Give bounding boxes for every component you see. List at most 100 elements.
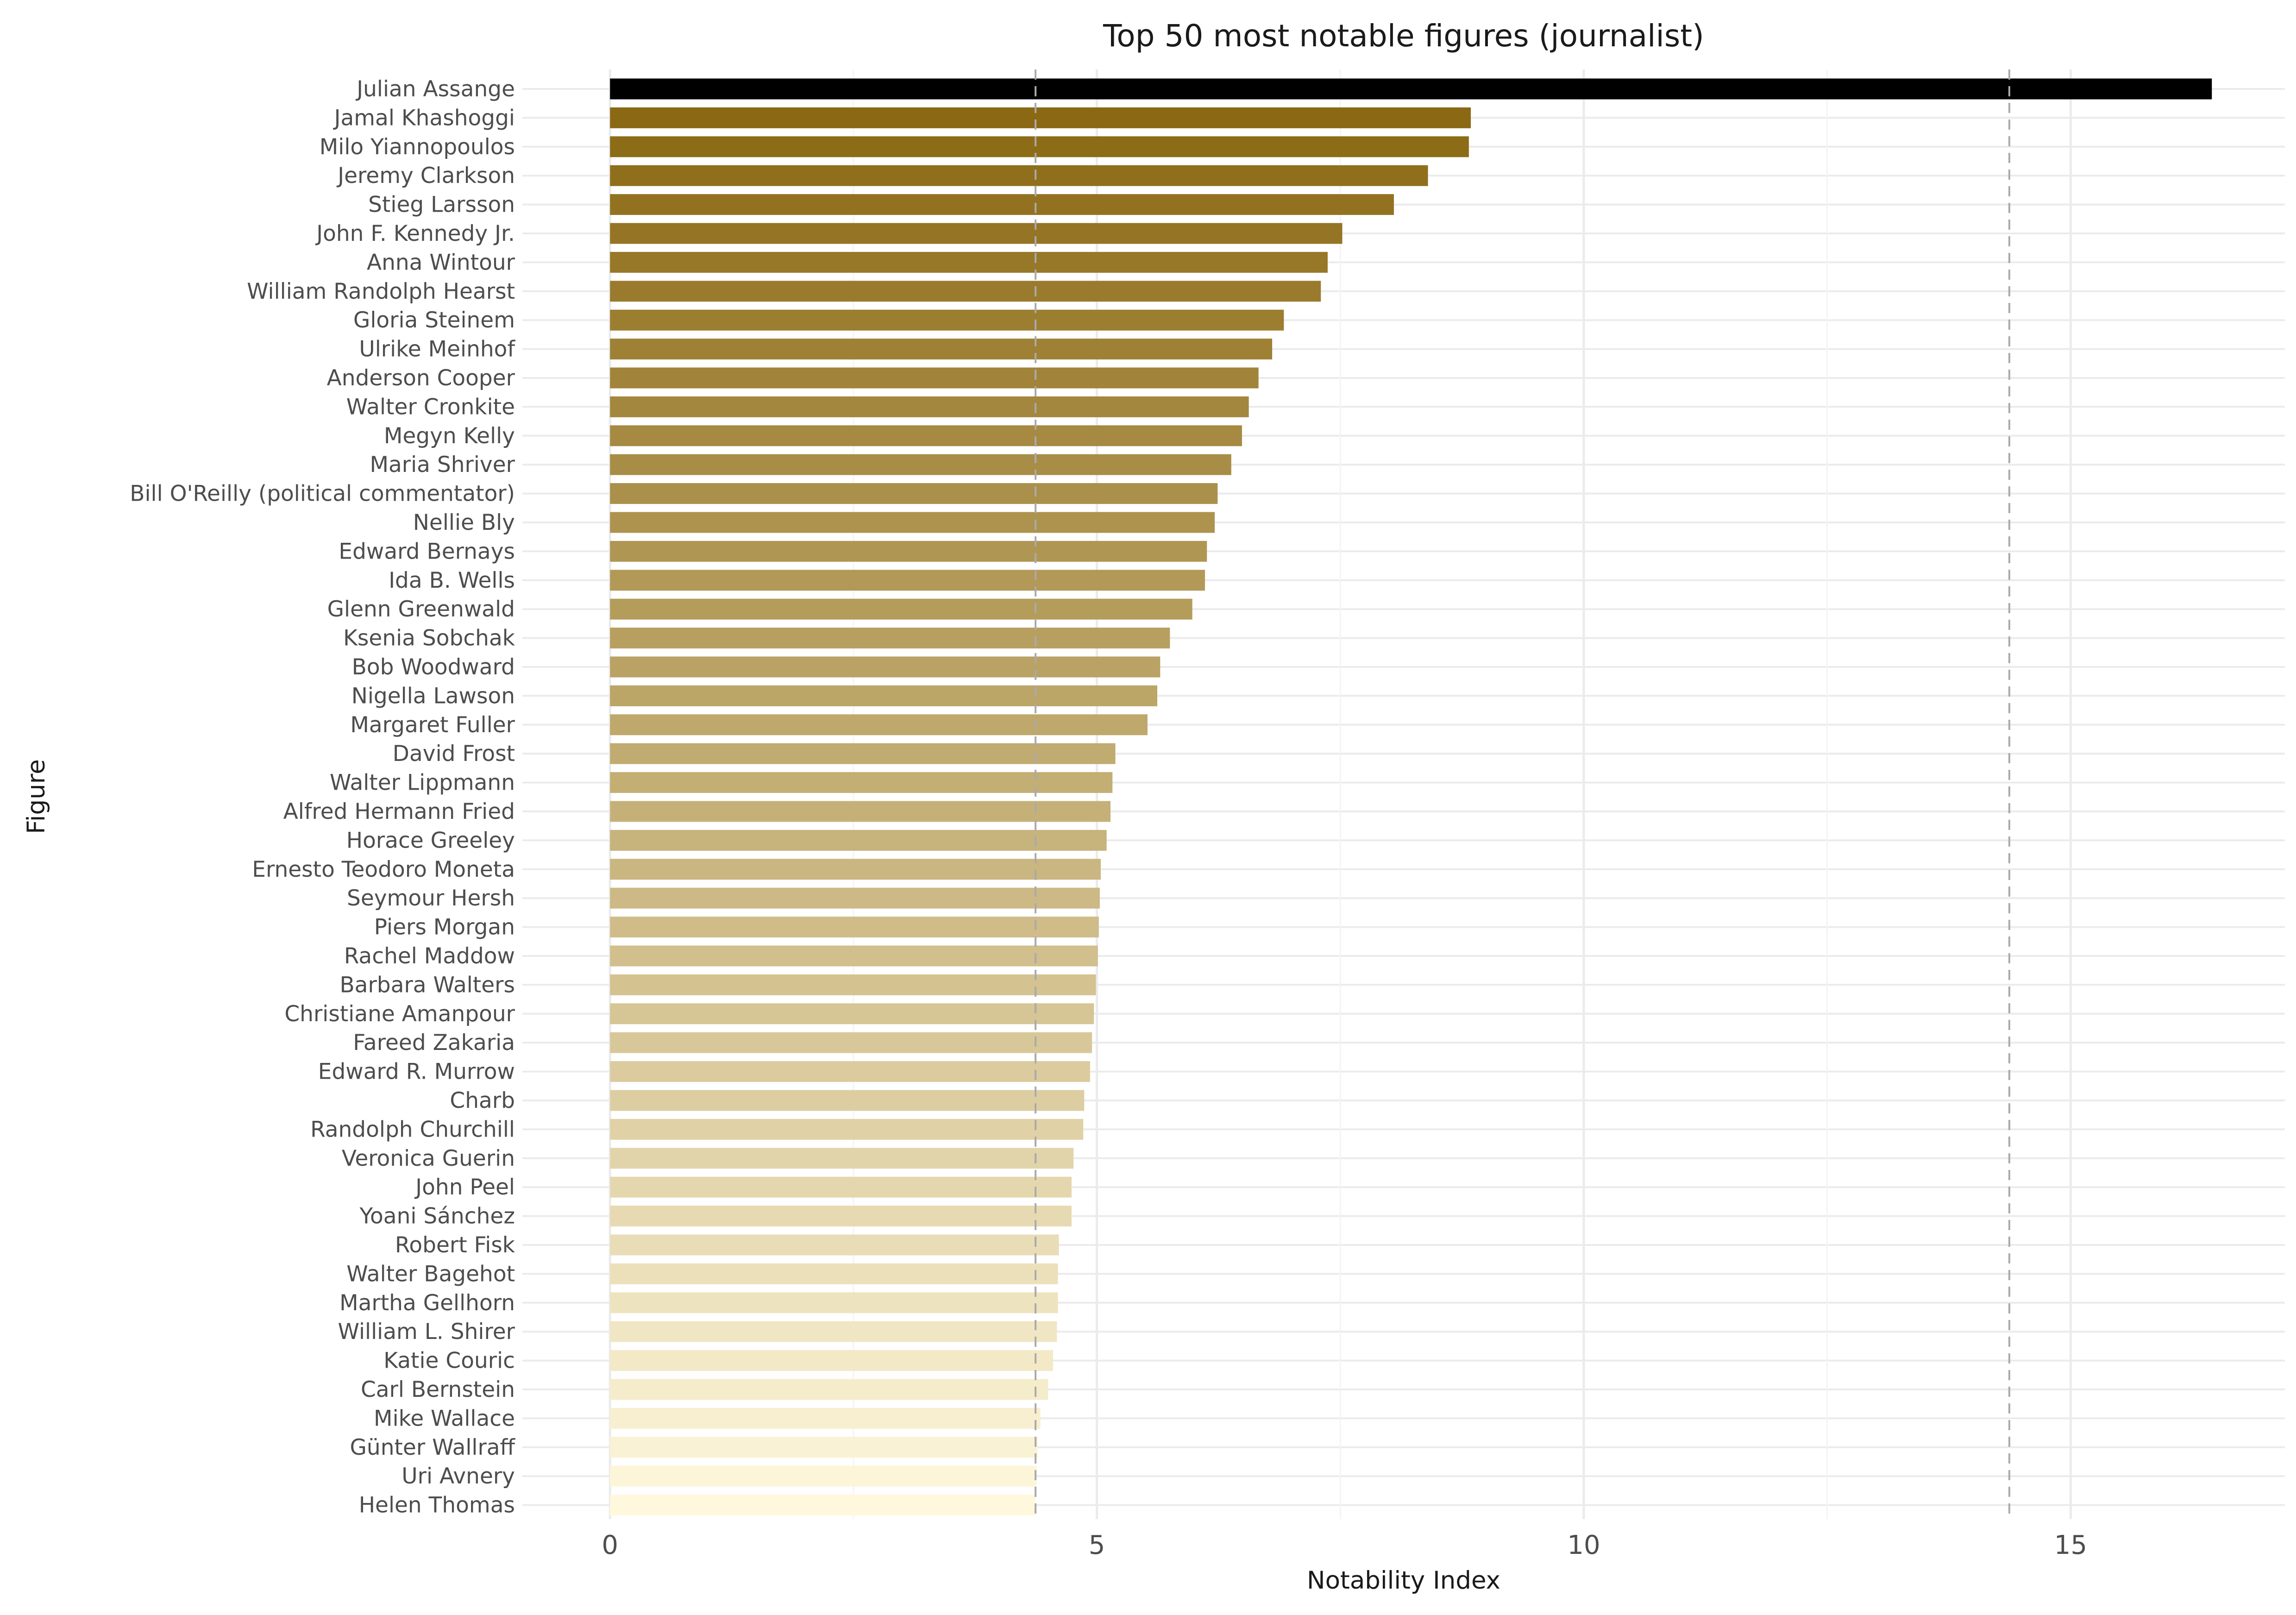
category-label: Gloria Steinem — [353, 308, 515, 333]
category-label: Walter Lippmann — [330, 770, 515, 796]
bar — [610, 1495, 1036, 1516]
bar — [610, 1465, 1037, 1487]
category-label: Bill O'Reilly (political commentator) — [130, 481, 515, 507]
bar — [610, 1003, 1094, 1024]
category-label: Milo Yiannopoulos — [320, 134, 515, 160]
bar — [610, 540, 1207, 562]
category-label: Carl Bernstein — [361, 1377, 515, 1402]
bar — [610, 1379, 1048, 1400]
bar — [610, 1234, 1059, 1256]
category-label: Edward Bernays — [339, 539, 515, 564]
bar — [610, 570, 1205, 591]
category-label: Robert Fisk — [395, 1232, 515, 1258]
bar — [610, 1350, 1054, 1371]
x-tick-layer: 0 5 10 15 — [602, 1530, 2087, 1560]
bar — [610, 136, 1469, 157]
category-label: Martha Gellhorn — [339, 1290, 515, 1316]
bar — [610, 454, 1231, 475]
x-tick-label: 10 — [1567, 1530, 1600, 1560]
category-label: John F. Kennedy Jr. — [315, 221, 515, 246]
category-label: Ulrike Meinhof — [359, 337, 515, 362]
category-label: William Randolph Hearst — [247, 279, 515, 304]
x-tick-label: 15 — [2054, 1530, 2087, 1560]
bar — [610, 1032, 1092, 1053]
bar — [610, 743, 1116, 764]
bar — [610, 425, 1242, 446]
category-label: Günter Wallraff — [350, 1435, 516, 1460]
bar — [610, 78, 2212, 100]
category-label: Fareed Zakaria — [353, 1030, 515, 1056]
category-label: Barbara Walters — [339, 972, 515, 998]
category-label: Jamal Khashoggi — [333, 105, 515, 131]
category-label: Yoani Sánchez — [359, 1204, 515, 1229]
x-axis-title: Notability Index — [1307, 1566, 1500, 1595]
category-label: Walter Bagehot — [346, 1261, 515, 1287]
bar — [610, 165, 1428, 186]
category-label: Nellie Bly — [413, 510, 515, 535]
category-label: Maria Shriver — [370, 452, 515, 478]
bar — [610, 483, 1218, 504]
category-label: Jeremy Clarkson — [336, 163, 515, 189]
bar — [610, 628, 1170, 649]
bar — [610, 223, 1342, 244]
category-label: Anderson Cooper — [327, 365, 515, 391]
bar — [610, 887, 1100, 909]
bar — [610, 1061, 1090, 1082]
bar — [610, 194, 1394, 215]
category-label: Helen Thomas — [359, 1493, 515, 1518]
bar — [610, 1263, 1058, 1284]
category-label: Edward R. Murrow — [318, 1059, 515, 1085]
category-label: Alfred Hermann Fried — [283, 799, 515, 824]
bar — [610, 1292, 1058, 1313]
bar — [610, 801, 1111, 822]
bar — [610, 945, 1098, 967]
category-label: Bob Woodward — [352, 654, 515, 680]
category-label-layer: Julian Assange Jamal Khashoggi Milo Yianno… — [130, 76, 515, 1518]
category-label: Mike Wallace — [374, 1406, 515, 1431]
bar — [610, 598, 1192, 620]
y-axis-title: Figure — [22, 759, 50, 834]
category-label: Ksenia Sobchak — [343, 626, 515, 651]
category-label: Rachel Maddow — [344, 943, 515, 969]
category-label: Nigella Lawson — [351, 683, 515, 709]
bar — [610, 309, 1284, 331]
bar — [610, 1119, 1084, 1140]
chart-title: Top 50 most notable figures (journalist) — [1103, 18, 1704, 54]
category-label: Anna Wintour — [367, 250, 515, 275]
x-tick-label: 0 — [602, 1530, 618, 1560]
category-label: David Frost — [393, 741, 515, 767]
bar — [610, 396, 1249, 417]
bar — [610, 1437, 1038, 1458]
bar — [610, 772, 1113, 793]
bar — [610, 1321, 1057, 1342]
bar — [610, 339, 1273, 360]
category-label: Julian Assange — [355, 76, 515, 102]
category-label: Stieg Larsson — [368, 192, 515, 218]
category-label: Margaret Fuller — [350, 712, 515, 738]
category-label: Megyn Kelly — [384, 423, 515, 449]
category-label: John Peel — [414, 1175, 515, 1200]
bar — [610, 1408, 1041, 1429]
bar — [610, 512, 1215, 533]
category-label: Seymour Hersh — [347, 886, 515, 911]
category-label: Ida B. Wells — [389, 568, 515, 593]
bar-layer — [610, 78, 2212, 1516]
bar — [610, 974, 1096, 995]
category-label: Walter Cronkite — [346, 394, 515, 420]
bar — [610, 656, 1161, 678]
category-label: Katie Couric — [383, 1348, 515, 1374]
bar — [610, 251, 1328, 273]
bar — [610, 107, 1471, 128]
category-label: Christiane Amanpour — [284, 1001, 515, 1027]
category-label: Glenn Greenwald — [327, 597, 515, 622]
category-label: Piers Morgan — [374, 915, 515, 940]
bar — [610, 714, 1148, 735]
bar — [610, 859, 1101, 880]
bar — [610, 917, 1099, 938]
category-label: William L. Shirer — [338, 1319, 515, 1345]
bar — [610, 281, 1321, 302]
reference-line-layer — [1035, 69, 2010, 1519]
category-label: Randolph Churchill — [310, 1117, 515, 1142]
category-label: Veronica Guerin — [342, 1146, 515, 1171]
